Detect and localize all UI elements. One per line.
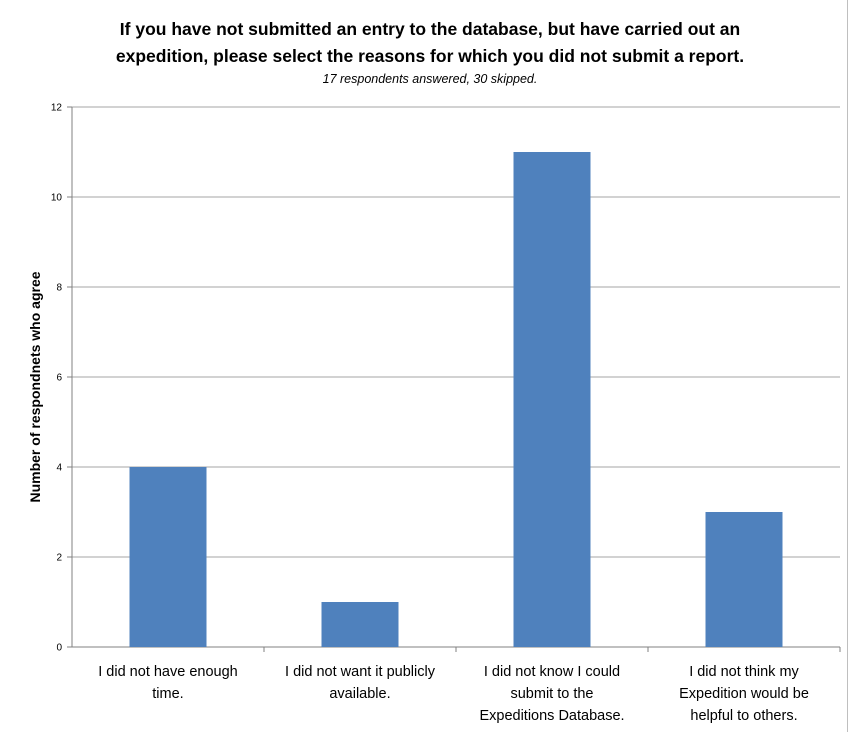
chart-subtitle: 17 respondents answered, 30 skipped. [322, 72, 538, 86]
x-tick-label: I did not think my Expedition would be hel… [679, 664, 809, 724]
y-tick-label: 4 [56, 463, 62, 474]
y-tick-label: 10 [51, 193, 63, 204]
x-tick-label: I did not know I could submit to the Exped… [479, 664, 624, 724]
y-tick-label: 8 [56, 283, 62, 294]
y-tick-label: 6 [56, 373, 62, 384]
y-axis-title: Number of respondnets who agree [27, 271, 43, 502]
chart-title: If you have not submitted an entry to th… [115, 19, 745, 66]
bar [321, 602, 399, 647]
x-tick-label: I did not have enough time. [98, 664, 237, 702]
y-tick-label: 0 [56, 643, 62, 654]
bar [513, 152, 591, 647]
bar [129, 467, 207, 647]
bar [705, 512, 783, 647]
y-tick-label: 12 [51, 103, 63, 114]
y-tick-label: 2 [56, 553, 62, 564]
x-tick-label: I did not want it publicly available. [285, 664, 436, 702]
